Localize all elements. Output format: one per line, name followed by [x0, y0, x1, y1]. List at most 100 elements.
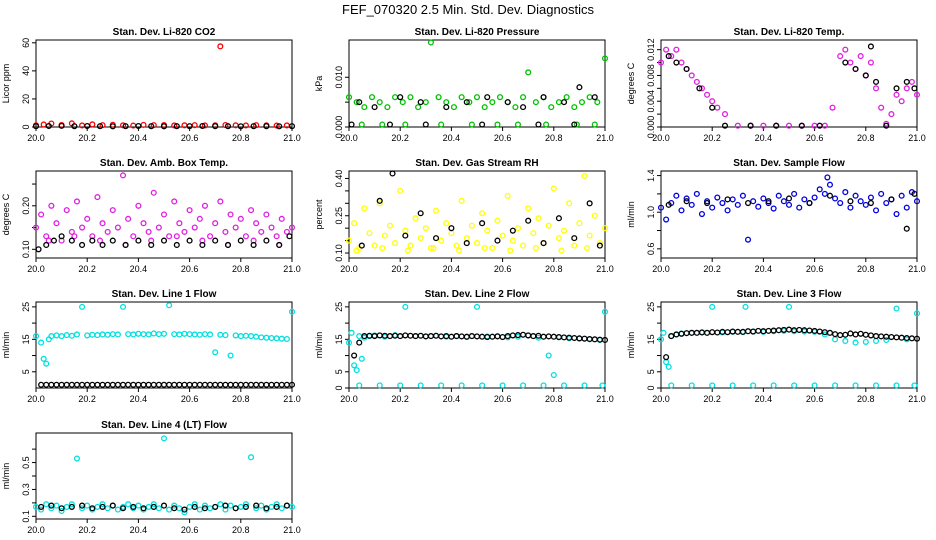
y-tick-label: 25 [334, 302, 344, 312]
data-point [94, 381, 101, 388]
data-point [222, 502, 229, 509]
data-point [247, 333, 255, 340]
data-point [376, 99, 383, 106]
data-point [35, 246, 42, 253]
data-point [903, 225, 910, 232]
data-point [721, 122, 729, 129]
data-point [581, 382, 588, 389]
data-point [448, 225, 455, 232]
data-point [114, 331, 121, 338]
y-tick-label: 5 [21, 369, 31, 374]
data-point [913, 310, 921, 317]
data-point [709, 98, 716, 105]
data-point [73, 381, 81, 388]
data-point [122, 241, 129, 249]
data-point [84, 122, 91, 130]
data-point [353, 367, 360, 374]
data-point [268, 503, 275, 510]
data-point [770, 382, 777, 389]
data-point [540, 333, 547, 340]
data-point [867, 332, 874, 339]
data-point [79, 224, 86, 231]
data-point [173, 233, 180, 240]
data-point [232, 224, 239, 231]
data-point [739, 192, 746, 199]
x-tick-label: 20.8 [232, 525, 250, 535]
data-point [278, 505, 285, 512]
data-point [130, 381, 137, 388]
data-point [89, 331, 96, 338]
data-point [402, 332, 409, 339]
panels: Stan. Dev. Li-820 CO2 Licor ppm 20.0 20.2 20… [1, 27, 926, 535]
chart-panel-2: Stan. Dev. Li-820 Pressure kPa 20.0 20.2 20.… [314, 27, 614, 143]
data-point [560, 334, 568, 341]
data-point [578, 99, 586, 106]
data-point [196, 215, 203, 222]
data-point [427, 39, 434, 46]
data-point [43, 360, 50, 367]
data-point [99, 220, 106, 227]
data-point [68, 228, 75, 235]
data-point [356, 382, 363, 389]
data-point [573, 121, 580, 128]
data-point [145, 331, 152, 338]
data-point [345, 94, 353, 101]
data-point [601, 225, 609, 232]
series-1 [345, 39, 609, 128]
data-point [468, 121, 475, 128]
data-point [273, 501, 280, 508]
data-point [412, 215, 419, 222]
data-point [596, 242, 603, 249]
x-tick-label: 20.8 [545, 133, 563, 143]
data-point [571, 121, 578, 128]
data-point [250, 241, 257, 249]
x-tick-label: 20.2 [703, 133, 721, 143]
data-point [376, 332, 383, 339]
data-point [181, 509, 188, 516]
x-tick-label: 20.2 [391, 394, 409, 404]
data-point [404, 247, 411, 254]
data-point [435, 94, 442, 101]
data-point [540, 94, 547, 101]
plot-frame [35, 39, 293, 128]
data-point [417, 382, 424, 389]
x-tick-label: 20.2 [703, 264, 721, 274]
x-tick-label: 20.4 [755, 264, 773, 274]
data-point [358, 121, 365, 128]
data-point [58, 333, 65, 340]
series-1 [345, 303, 609, 389]
data-point [468, 333, 475, 340]
plot-frame [660, 170, 918, 259]
data-point [448, 230, 455, 237]
x-tick-label: 20.4 [130, 525, 148, 535]
data-point [263, 505, 270, 512]
data-point [581, 335, 588, 342]
y-tick-label: 0.5 [21, 456, 31, 469]
data-point [94, 332, 101, 339]
y-tick-label: 1.4 [646, 169, 656, 182]
chart-title: Stan. Dev. Li-820 CO2 [113, 27, 216, 38]
data-point [443, 220, 450, 227]
data-point [806, 327, 813, 334]
data-point [484, 227, 491, 234]
data-point [201, 122, 209, 129]
data-point [89, 505, 96, 512]
data-point [386, 222, 394, 229]
series-1 [657, 303, 921, 389]
data-point [499, 333, 506, 341]
data-point [356, 99, 363, 106]
data-point [709, 329, 716, 336]
data-point [125, 381, 132, 388]
data-point [40, 355, 47, 362]
data-point [591, 94, 598, 101]
data-point [224, 123, 232, 130]
data-point [765, 198, 772, 205]
data-point [473, 240, 481, 247]
data-point [729, 196, 736, 203]
data-point [888, 333, 895, 341]
data-point [173, 123, 180, 130]
data-point [45, 122, 52, 130]
data-point [217, 331, 224, 338]
x-tick-label: 20.6 [494, 133, 512, 143]
data-point [747, 122, 754, 129]
